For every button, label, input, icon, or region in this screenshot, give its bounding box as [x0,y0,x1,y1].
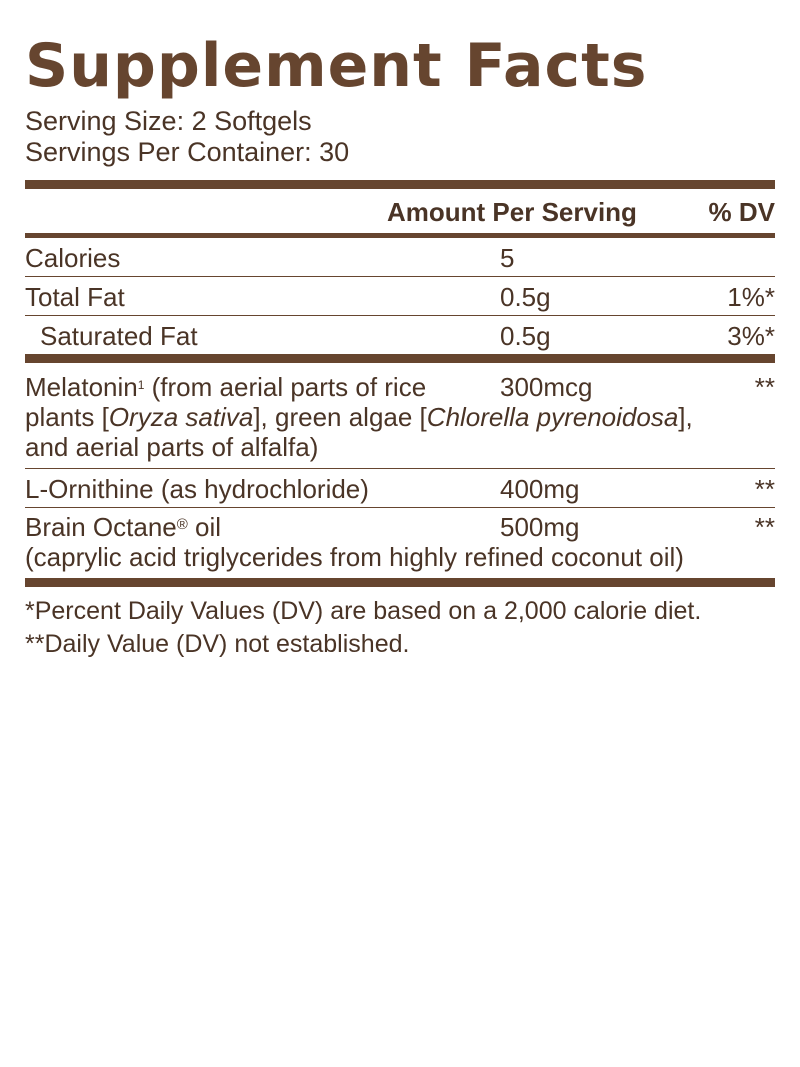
row-divider [25,507,775,508]
nutrient-row-saturated-fat: Saturated Fat 0.5g 3%* [25,316,775,354]
nutrient-amount: 5 [500,243,515,273]
row-divider [25,276,775,277]
column-header-row: Amount Per Serving % DV [25,189,775,233]
ingredient-dv: ** [754,512,775,542]
nutrient-name: Total Fat [25,282,125,312]
nutrient-dv: 1%* [727,282,775,312]
ingredient-row-l-ornithine: L-Ornithine (as hydrochloride) 400mg ** [25,469,775,507]
ingredient-source: and aerial parts of alfalfa) [25,432,319,462]
footnote-dv-not-established: **Daily Value (DV) not established. [25,630,410,658]
ingredient-amount: 400mg [500,474,580,504]
nutrient-name: Calories [25,243,121,273]
ingredient-dv: ** [754,474,775,504]
ingredient-dv: ** [754,372,775,402]
footnotes: *Percent Daily Values (DV) are based on … [25,587,775,661]
ingredient-source: (caprylic acid triglycerides from highly… [25,542,684,572]
row-divider [25,468,775,469]
servings-per-container: Servings Per Container: 30 [25,137,350,167]
serving-info: Serving Size: 2 Softgels Servings Per Co… [25,106,775,168]
ingredient-name: Melatonin1 (from aerial parts of rice [25,372,427,402]
ingredient-source: plants [Oryza sativa], green algae [Chlo… [25,402,693,432]
ingredient-amount: 300mcg [500,372,593,402]
footnote-percent-dv: *Percent Daily Values (DV) are based on … [25,597,702,625]
amount-per-serving-header: Amount Per Serving [387,197,637,227]
nutrient-amount: 0.5g [500,282,551,312]
top-thick-rule [25,180,775,189]
ingredient-name: Brain Octane® oil [25,512,222,542]
ingredient-name: L-Ornithine (as hydrochloride) [25,474,369,504]
bottom-thick-rule [25,578,775,587]
panel-title: Supplement Facts [25,31,648,101]
nutrient-amount: 0.5g [500,321,551,351]
mid-thick-rule [25,354,775,363]
supplement-facts-panel: Supplement Facts Serving Size: 2 Softgel… [25,30,775,661]
ingredient-amount: 500mg [500,512,580,542]
row-divider [25,315,775,316]
nutrient-dv: 3%* [727,321,775,351]
nutrient-row-calories: Calories 5 [25,238,775,276]
nutrient-row-total-fat: Total Fat 0.5g 1%* [25,277,775,315]
header-rule [25,233,775,238]
dv-header: % DV [708,197,775,227]
ingredient-row-melatonin: Melatonin1 (from aerial parts of rice pl… [25,363,775,468]
serving-size: Serving Size: 2 Softgels [25,106,312,136]
nutrient-name: Saturated Fat [40,321,198,351]
ingredient-row-brain-octane: Brain Octane® oil (caprylic acid triglyc… [25,508,775,578]
